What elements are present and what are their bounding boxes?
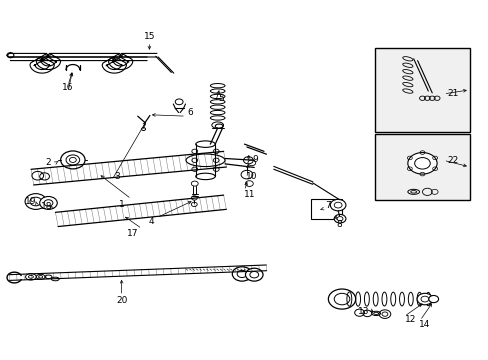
Text: 13: 13 <box>358 307 369 316</box>
Text: 11: 11 <box>243 190 255 199</box>
Text: 5: 5 <box>218 94 224 103</box>
Text: 1: 1 <box>119 200 124 209</box>
Circle shape <box>330 199 345 211</box>
Text: 20: 20 <box>116 296 127 305</box>
Text: 16: 16 <box>62 83 74 92</box>
Text: 8: 8 <box>336 220 342 229</box>
Circle shape <box>61 151 85 169</box>
Text: 6: 6 <box>186 108 192 117</box>
Circle shape <box>333 215 345 223</box>
Bar <box>310 199 341 220</box>
Text: 21: 21 <box>447 89 458 98</box>
Bar <box>374 134 469 200</box>
Circle shape <box>40 197 57 210</box>
Text: 19: 19 <box>25 197 37 206</box>
Text: 10: 10 <box>245 172 257 181</box>
Circle shape <box>245 268 263 281</box>
Circle shape <box>232 267 251 281</box>
Circle shape <box>328 289 355 309</box>
Ellipse shape <box>195 141 215 147</box>
Text: 18: 18 <box>41 202 53 211</box>
Circle shape <box>407 153 436 174</box>
Bar <box>374 48 469 132</box>
Text: 9: 9 <box>252 155 258 164</box>
Ellipse shape <box>195 173 215 180</box>
Circle shape <box>416 293 432 305</box>
Text: 15: 15 <box>143 32 155 41</box>
Circle shape <box>428 296 438 303</box>
Ellipse shape <box>185 154 224 167</box>
Text: 3: 3 <box>114 172 120 181</box>
Circle shape <box>25 194 46 210</box>
Text: 2: 2 <box>45 158 51 167</box>
Text: 14: 14 <box>418 320 430 329</box>
Text: 4: 4 <box>149 217 154 226</box>
Text: 12: 12 <box>404 315 415 324</box>
Text: 7: 7 <box>325 201 330 210</box>
Text: 17: 17 <box>126 229 138 238</box>
Text: 22: 22 <box>447 156 458 165</box>
